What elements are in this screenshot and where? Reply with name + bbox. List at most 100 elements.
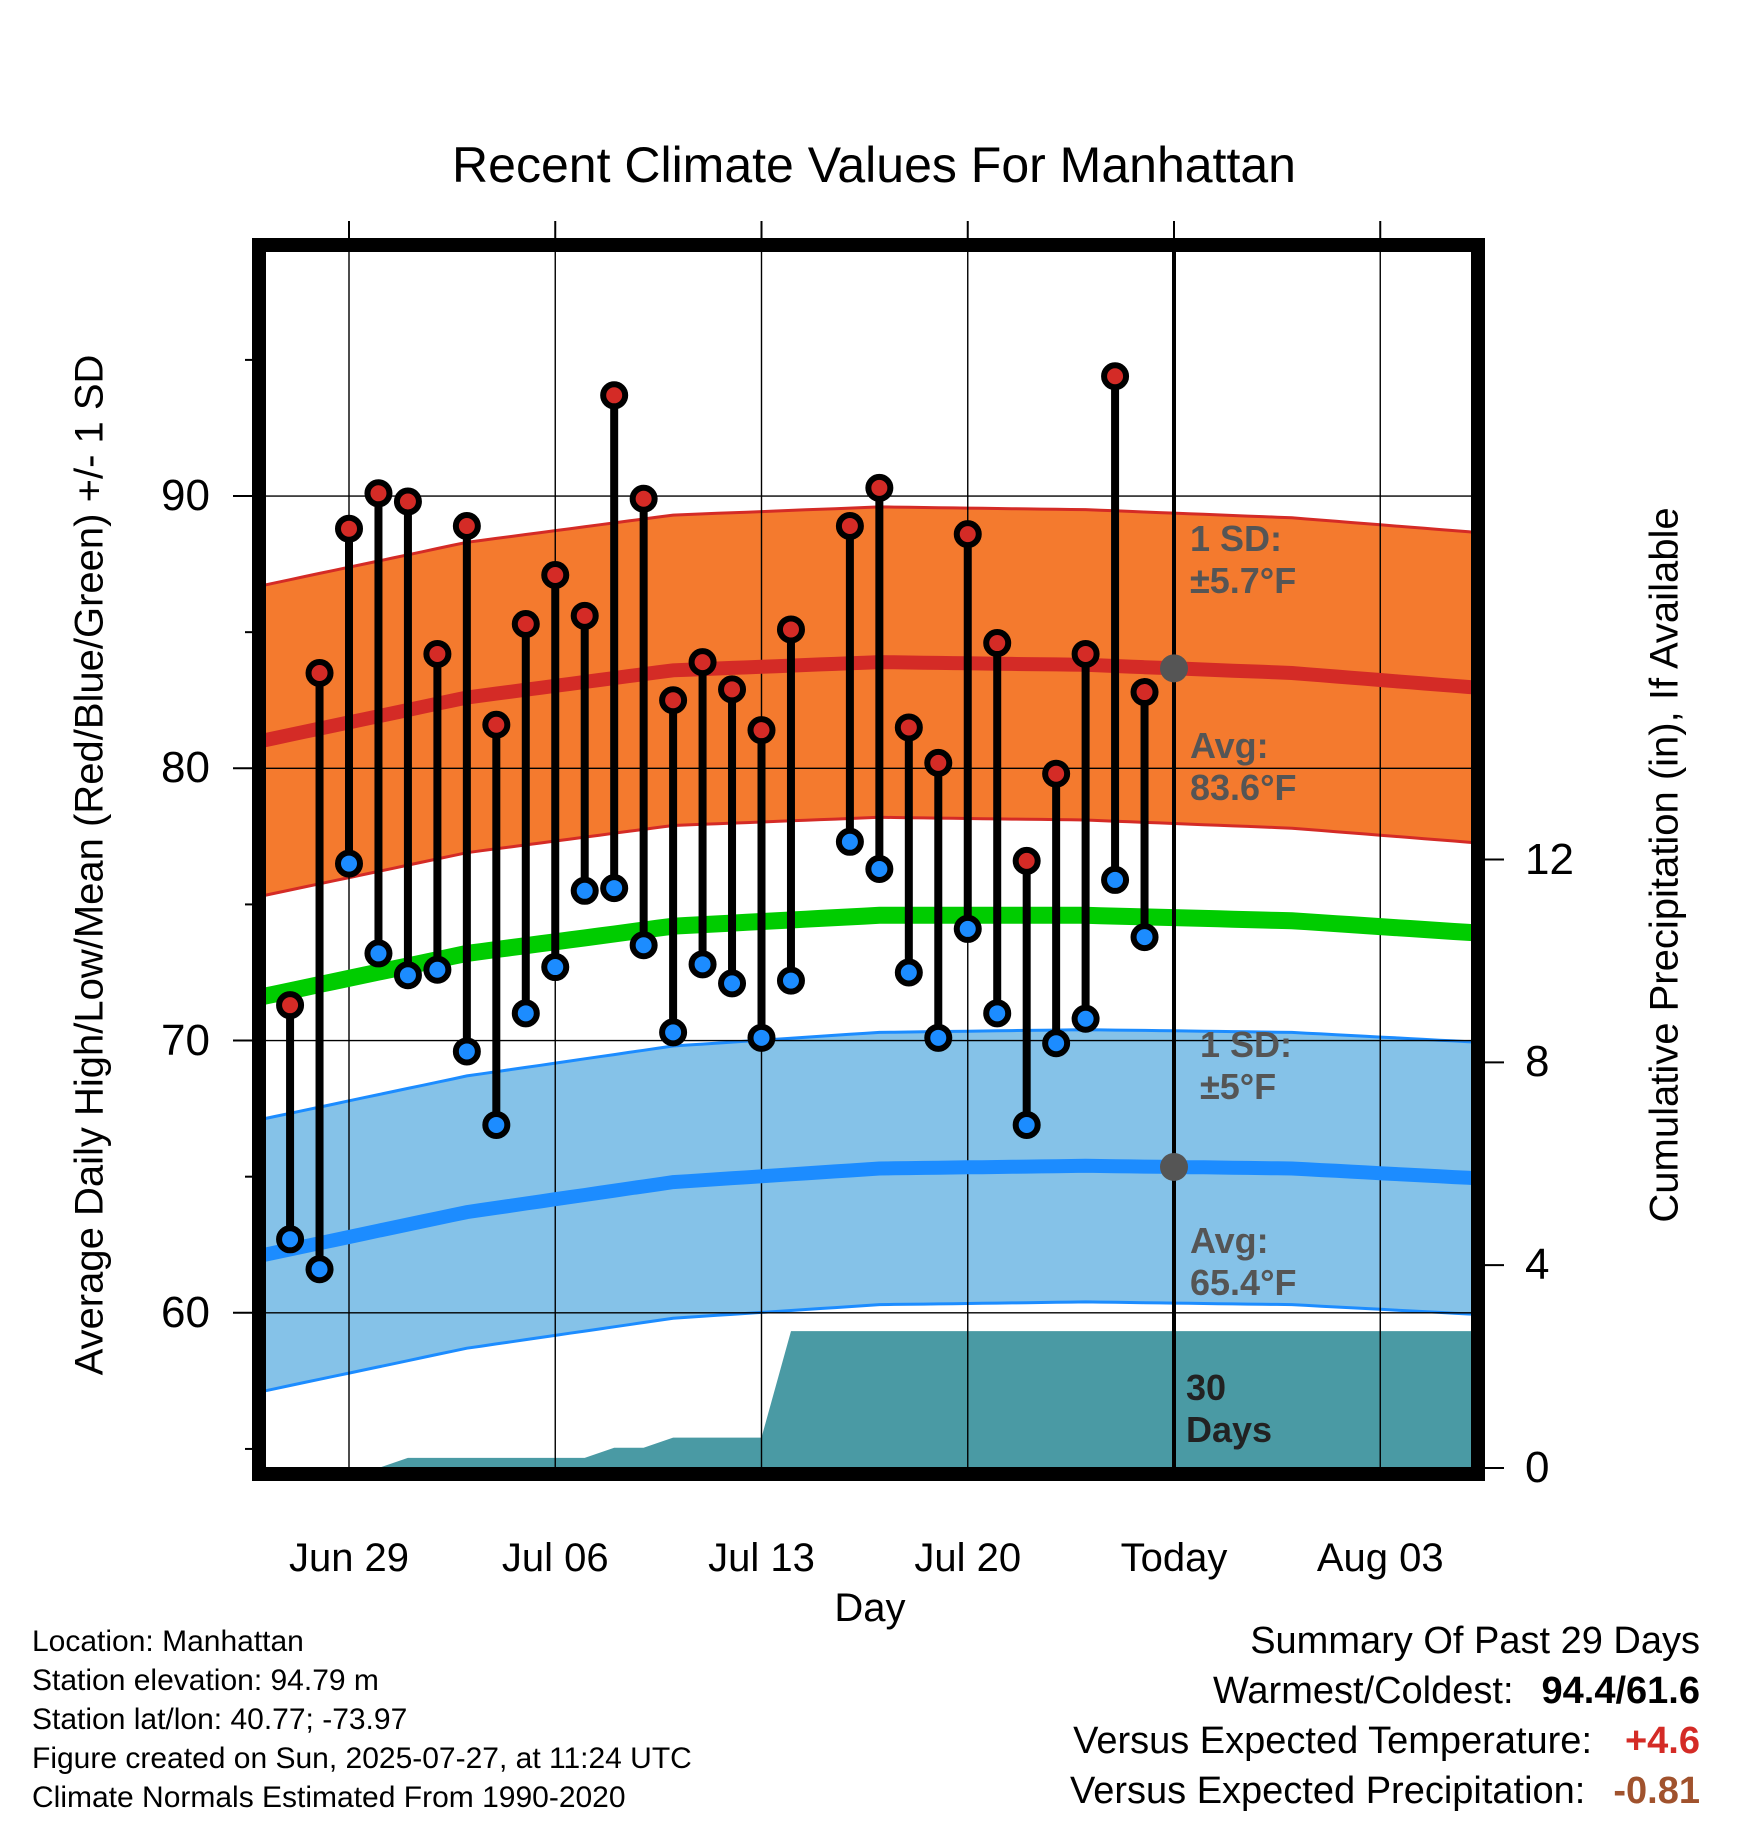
low-avg-marker — [1160, 1152, 1188, 1181]
x-tick-label: Jul 20 — [914, 1536, 1022, 1580]
summary-panel: Summary Of Past 29 Days Warmest/Coldest:… — [1070, 1616, 1700, 1816]
low-sd-upper-edge — [265, 1028, 1472, 1121]
summary-warmest-coldest: Warmest/Coldest: 94.4/61.6 — [1070, 1666, 1700, 1716]
plot-area — [265, 505, 1472, 1468]
y-right-tick-label: 0 — [1525, 1443, 1550, 1492]
daily-high-point — [718, 675, 747, 704]
daily-low-point — [747, 1023, 776, 1052]
daily-high-point — [570, 601, 599, 630]
low-sd-band — [265, 1029, 1472, 1391]
x-tick-label: Jun 29 — [288, 1536, 410, 1580]
low-sd-lower-edge — [265, 1300, 1472, 1393]
chart-title: Recent Climate Values For Manhattan — [452, 137, 1296, 193]
footer-line: Station lat/lon: 40.77; -73.97 — [32, 1703, 408, 1736]
daily-high-point — [776, 615, 805, 644]
precip-anomaly-label: Versus Expected Precipitation: — [1069, 1770, 1586, 1812]
daily-low-point — [688, 950, 717, 979]
daily-low-point — [865, 855, 894, 884]
daily-low-point — [776, 966, 805, 995]
y-tick-label: 60 — [161, 1287, 210, 1337]
daily-low-point — [541, 953, 570, 982]
daily-high-point — [541, 560, 570, 589]
precip-anomaly-value: -0.81 — [1613, 1770, 1700, 1812]
daily-high-point — [629, 484, 658, 513]
footer-line: Climate Normals Estimated From 1990-2020 — [32, 1781, 626, 1814]
daily-low-point — [335, 849, 363, 878]
days-annotation: 30 Days — [1186, 1367, 1273, 1451]
daily-low-point — [423, 955, 452, 984]
daily-low-point — [1012, 1110, 1041, 1139]
high-avg-annotation: Avg: 83.6°F — [1190, 724, 1297, 808]
daily-low-point — [983, 999, 1012, 1028]
daily-low-point — [276, 1225, 305, 1254]
daily-high-point — [482, 710, 511, 739]
daily-high-point — [1042, 759, 1071, 788]
daily-high-point — [305, 659, 334, 688]
low-avg-annotation: Avg: 65.4°F — [1190, 1220, 1297, 1304]
low-normal-line — [265, 1158, 1472, 1262]
daily-high-point — [835, 511, 864, 540]
y-axis-right-label: Cumulative Precipitation (in), If Availa… — [1642, 507, 1687, 1223]
daily-low-point — [894, 958, 923, 987]
footer-line: Location: Manhattan — [32, 1625, 304, 1658]
summary-precipitation: Versus Expected Precipitation: -0.81 — [1070, 1766, 1700, 1816]
daily-low-point — [718, 969, 747, 998]
daily-high-point — [983, 629, 1012, 658]
x-tick-label: Aug 03 — [1316, 1536, 1444, 1580]
daily-high-point — [1071, 639, 1100, 668]
daily-high-point — [393, 487, 422, 516]
daily-high-point — [1101, 362, 1130, 391]
daily-low-point — [1130, 923, 1159, 952]
mean-normal-line — [265, 906, 1472, 1005]
daily-high-point — [894, 713, 923, 742]
x-tick-label: Today — [1120, 1536, 1228, 1580]
daily-high-point — [452, 511, 481, 540]
daily-high-point — [276, 991, 305, 1020]
temp-anomaly-value: +4.6 — [1624, 1720, 1700, 1762]
summary-title: Summary Of Past 29 Days — [1250, 1620, 1700, 1662]
daily-high-point — [335, 514, 363, 543]
daily-low-point — [659, 1018, 688, 1047]
daily-low-point — [600, 874, 629, 903]
daily-high-point — [747, 716, 776, 745]
daily-low-point — [1101, 865, 1130, 894]
y-right-tick-label: 8 — [1525, 1037, 1550, 1087]
daily-low-point — [305, 1255, 334, 1284]
daily-low-point — [924, 1023, 953, 1052]
daily-low-point — [482, 1110, 511, 1139]
daily-high-point — [924, 748, 953, 777]
daily-low-point — [570, 876, 599, 905]
footer-line: Figure created on Sun, 2025-07-27, at 11… — [32, 1742, 692, 1775]
x-tick-label: Jul 06 — [501, 1536, 609, 1580]
footer-line: Station elevation: 94.79 m — [32, 1664, 379, 1697]
daily-high-point — [600, 381, 629, 410]
daily-high-point — [423, 639, 452, 668]
precipitation-area — [265, 1331, 1472, 1468]
temp-anomaly-label: Versus Expected Temperature: — [1073, 1720, 1592, 1762]
high-avg-marker — [1160, 654, 1188, 683]
y-tick-label: 90 — [161, 471, 210, 521]
y-tick-label: 80 — [161, 743, 210, 793]
high-sd-annotation: 1 SD: ±5.7°F — [1190, 517, 1297, 601]
warmest-coldest-label: Warmest/Coldest: — [1212, 1670, 1514, 1712]
daily-high-point — [511, 609, 540, 638]
daily-high-point — [953, 520, 982, 549]
summary-temperature: Versus Expected Temperature: +4.6 — [1070, 1716, 1700, 1766]
daily-high-point — [1130, 678, 1159, 707]
daily-low-point — [511, 999, 540, 1028]
y-tick-label: 70 — [161, 1015, 210, 1065]
daily-low-point — [452, 1037, 481, 1066]
daily-high-point — [659, 686, 688, 715]
station-info: Location: Manhattan Station elevation: 9… — [32, 1622, 692, 1817]
low-sd-annotation: 1 SD: ±5°F — [1200, 1024, 1293, 1108]
daily-high-point — [688, 648, 717, 677]
y-right-tick-label: 4 — [1525, 1240, 1550, 1290]
daily-low-point — [364, 939, 393, 968]
daily-low-point — [953, 914, 982, 943]
high-sd-band — [265, 506, 1472, 896]
daily-high-point — [364, 479, 393, 508]
daily-low-point — [629, 931, 658, 960]
daily-high-point — [865, 473, 894, 502]
daily-low-point — [393, 961, 422, 990]
